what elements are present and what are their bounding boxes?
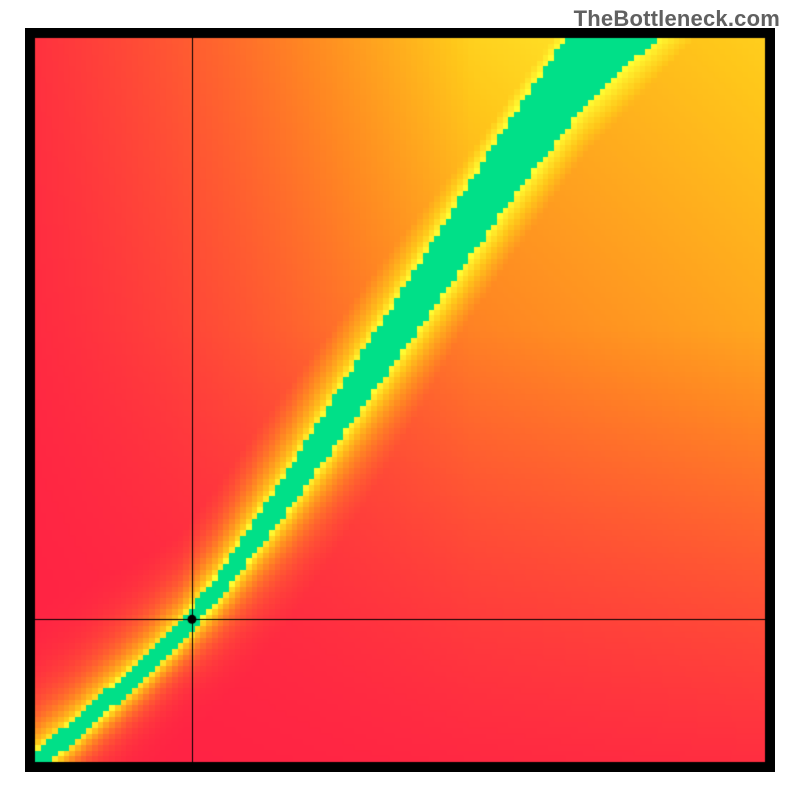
watermark-text: TheBottleneck.com [574, 6, 780, 32]
heatmap-plot [25, 28, 775, 772]
heatmap-canvas [25, 28, 775, 772]
chart-container: TheBottleneck.com [0, 0, 800, 800]
